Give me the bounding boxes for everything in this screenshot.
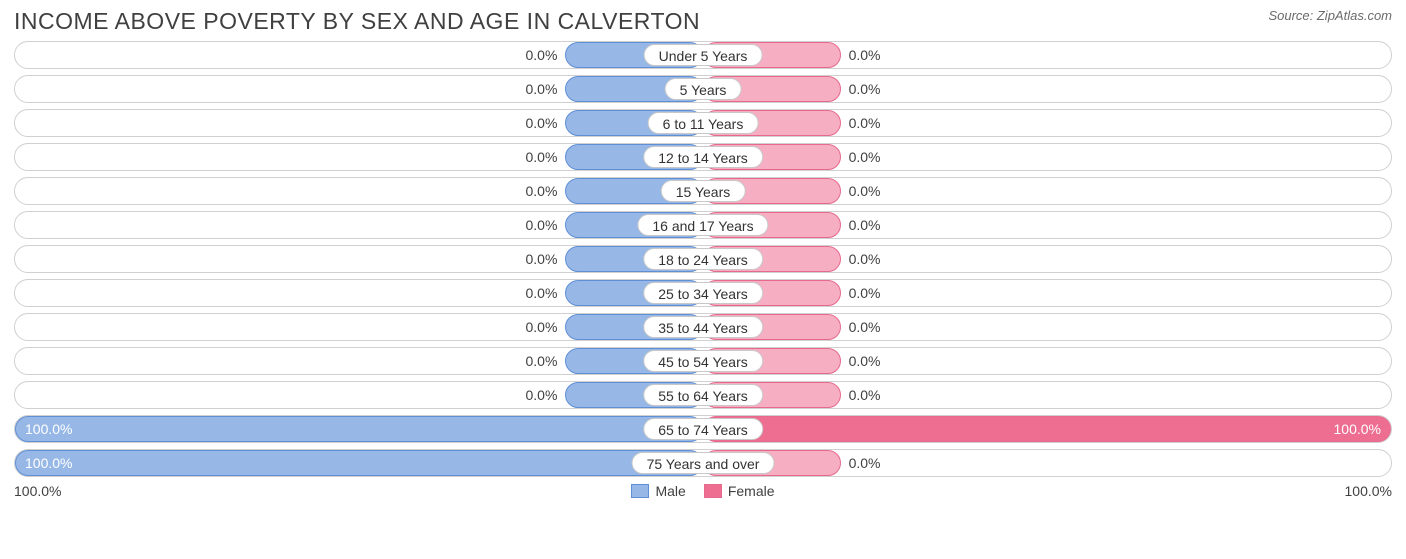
axis-row: 100.0% Male Female 100.0% — [0, 483, 1406, 499]
female-swatch-icon — [704, 484, 722, 498]
chart-area: 0.0%0.0%Under 5 Years0.0%0.0%5 Years0.0%… — [0, 39, 1406, 477]
female-value: 0.0% — [849, 217, 881, 233]
male-value: 0.0% — [525, 183, 557, 199]
female-bar — [703, 416, 1391, 442]
chart-row: 0.0% 0.0% 12 to 14 Years — [14, 143, 1392, 171]
category-label: 55 to 64 Years — [643, 384, 763, 406]
category-label: 75 Years and over — [632, 452, 775, 474]
female-value: 0.0% — [849, 149, 881, 165]
female-value: 0.0% — [849, 47, 881, 63]
male-value: 0.0% — [525, 47, 557, 63]
female-value: 0.0% — [849, 81, 881, 97]
chart-row: 100.0% 100.0% 65 to 74 Years — [14, 415, 1392, 443]
female-value: 0.0% — [849, 353, 881, 369]
category-label: 16 and 17 Years — [637, 214, 768, 236]
category-label: 25 to 34 Years — [643, 282, 763, 304]
legend: Male Female — [631, 483, 774, 499]
male-value: 0.0% — [525, 285, 557, 301]
chart-row: 0.0% 0.0% 35 to 44 Years — [14, 313, 1392, 341]
male-value: 100.0% — [25, 421, 72, 437]
category-label: 45 to 54 Years — [643, 350, 763, 372]
male-value: 0.0% — [525, 251, 557, 267]
male-bar — [15, 416, 703, 442]
female-value: 100.0% — [1334, 421, 1381, 437]
category-label: 5 Years — [665, 78, 742, 100]
male-value: 0.0% — [525, 387, 557, 403]
axis-right-label: 100.0% — [1345, 483, 1392, 499]
chart-row: 0.0% 0.0% 16 and 17 Years — [14, 211, 1392, 239]
female-value: 0.0% — [849, 455, 881, 471]
category-label: 65 to 74 Years — [643, 418, 763, 440]
chart-row: 0.0% 0.0% 6 to 11 Years — [14, 109, 1392, 137]
male-value: 100.0% — [25, 455, 72, 471]
chart-row: 0.0% 0.0% 15 Years — [14, 177, 1392, 205]
category-label: Under 5 Years — [644, 44, 763, 66]
chart-row: 0.0% 0.0% 5 Years — [14, 75, 1392, 103]
chart-source: Source: ZipAtlas.com — [1268, 8, 1392, 23]
legend-item-female: Female — [704, 483, 775, 499]
legend-female-label: Female — [728, 483, 775, 499]
male-value: 0.0% — [525, 115, 557, 131]
category-label: 18 to 24 Years — [643, 248, 763, 270]
female-value: 0.0% — [849, 251, 881, 267]
male-value: 0.0% — [525, 353, 557, 369]
male-value: 0.0% — [525, 81, 557, 97]
legend-male-label: Male — [655, 483, 685, 499]
female-value: 0.0% — [849, 319, 881, 335]
chart-row: 0.0% 0.0% 25 to 34 Years — [14, 279, 1392, 307]
category-label: 12 to 14 Years — [643, 146, 763, 168]
category-label: 35 to 44 Years — [643, 316, 763, 338]
male-swatch-icon — [631, 484, 649, 498]
male-value: 0.0% — [525, 217, 557, 233]
chart-title: INCOME ABOVE POVERTY BY SEX AND AGE IN C… — [14, 8, 700, 35]
chart-row: 0.0% 0.0% 18 to 24 Years — [14, 245, 1392, 273]
female-value: 0.0% — [849, 183, 881, 199]
category-label: 6 to 11 Years — [648, 112, 759, 134]
category-label: 15 Years — [661, 180, 746, 202]
chart-row: 100.0% 0.0% 75 Years and over — [14, 449, 1392, 477]
chart-row: 0.0% 0.0% 45 to 54 Years — [14, 347, 1392, 375]
legend-item-male: Male — [631, 483, 685, 499]
female-value: 0.0% — [849, 387, 881, 403]
chart-row: 0.0% 0.0% Under 5 Years — [14, 41, 1392, 69]
male-value: 0.0% — [525, 319, 557, 335]
chart-row: 0.0% 0.0% 55 to 64 Years — [14, 381, 1392, 409]
male-value: 0.0% — [525, 149, 557, 165]
female-value: 0.0% — [849, 285, 881, 301]
axis-left-label: 100.0% — [14, 483, 61, 499]
female-value: 0.0% — [849, 115, 881, 131]
male-bar — [15, 450, 703, 476]
